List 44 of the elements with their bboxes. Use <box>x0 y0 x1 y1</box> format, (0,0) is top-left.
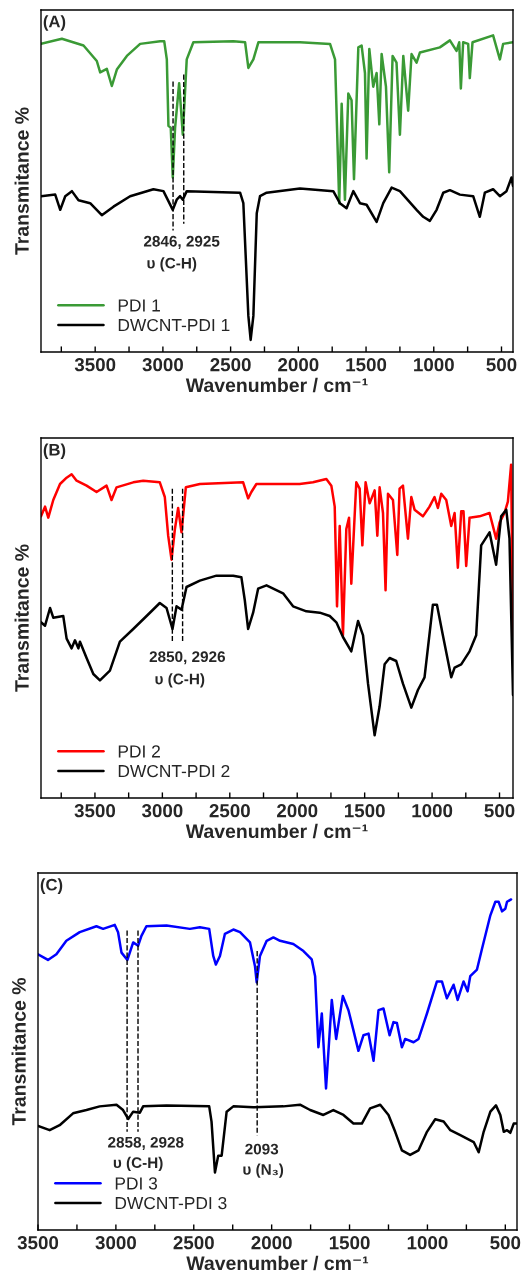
annotation: 2093 <box>245 1143 279 1155</box>
annotation: υ (C-H) <box>147 257 197 272</box>
annotation: υ (C-H) <box>155 673 205 688</box>
annotation: 2858, 2928 <box>108 1136 184 1150</box>
x-tick-label: 500 <box>490 1236 521 1250</box>
x-tick-label: 1000 <box>407 1236 448 1250</box>
annotation: 2846, 2925 <box>143 235 220 249</box>
x-tick-label: 1500 <box>346 358 387 372</box>
y-axis-title: Transmitance % <box>11 977 26 1126</box>
x-tick-label: 2500 <box>173 1236 214 1250</box>
legend-label: PDI 3 <box>115 1177 158 1190</box>
x-tick-label: 3000 <box>141 804 183 818</box>
x-tick-label: 2500 <box>209 804 250 818</box>
y-axis-title: Transmitance % <box>14 107 29 255</box>
x-tick-label: 2000 <box>278 358 319 372</box>
x-tick-label: 3500 <box>74 804 116 818</box>
chart-title: (B) <box>43 443 66 459</box>
legend-label: PDI 1 <box>118 299 160 312</box>
x-tick-label: 2000 <box>277 804 318 818</box>
x-tick-label: 1500 <box>344 804 385 818</box>
x-tick-label: 1500 <box>329 1236 370 1250</box>
chart-title: (A) <box>43 15 66 31</box>
legend-label: DWCNT-PDI 1 <box>118 318 230 332</box>
legend-label: DWCNT-PDI 2 <box>118 764 230 778</box>
chart-title: (C) <box>40 878 63 894</box>
annotation: 2850, 2926 <box>149 651 225 665</box>
annotation: υ (C-H) <box>113 1156 163 1172</box>
x-tick-label: 3000 <box>95 1236 136 1250</box>
x-axis-title: Wavenumber / cm⁻¹ <box>185 823 368 839</box>
x-tick-label: 3500 <box>74 358 116 372</box>
x-tick-label: 3000 <box>142 358 183 372</box>
y-axis-title: Transmitance % <box>14 544 29 692</box>
x-axis-title: Wavenumber / cm⁻¹ <box>186 1255 369 1271</box>
x-tick-label: 2000 <box>251 1236 292 1250</box>
x-tick-label: 2500 <box>210 358 251 372</box>
x-tick-label: 1000 <box>414 358 454 372</box>
x-tick-label: 1000 <box>412 804 453 818</box>
x-tick-label: 3500 <box>17 1236 59 1250</box>
x-tick-label: 500 <box>484 804 515 818</box>
x-tick-label: 500 <box>486 358 517 372</box>
legend-label: PDI 2 <box>118 745 160 758</box>
x-axis-title: Wavenumber / cm⁻¹ <box>185 377 368 393</box>
annotation: υ (N₃) <box>243 1163 284 1178</box>
legend-label: DWCNT-PDI 3 <box>115 1196 227 1210</box>
